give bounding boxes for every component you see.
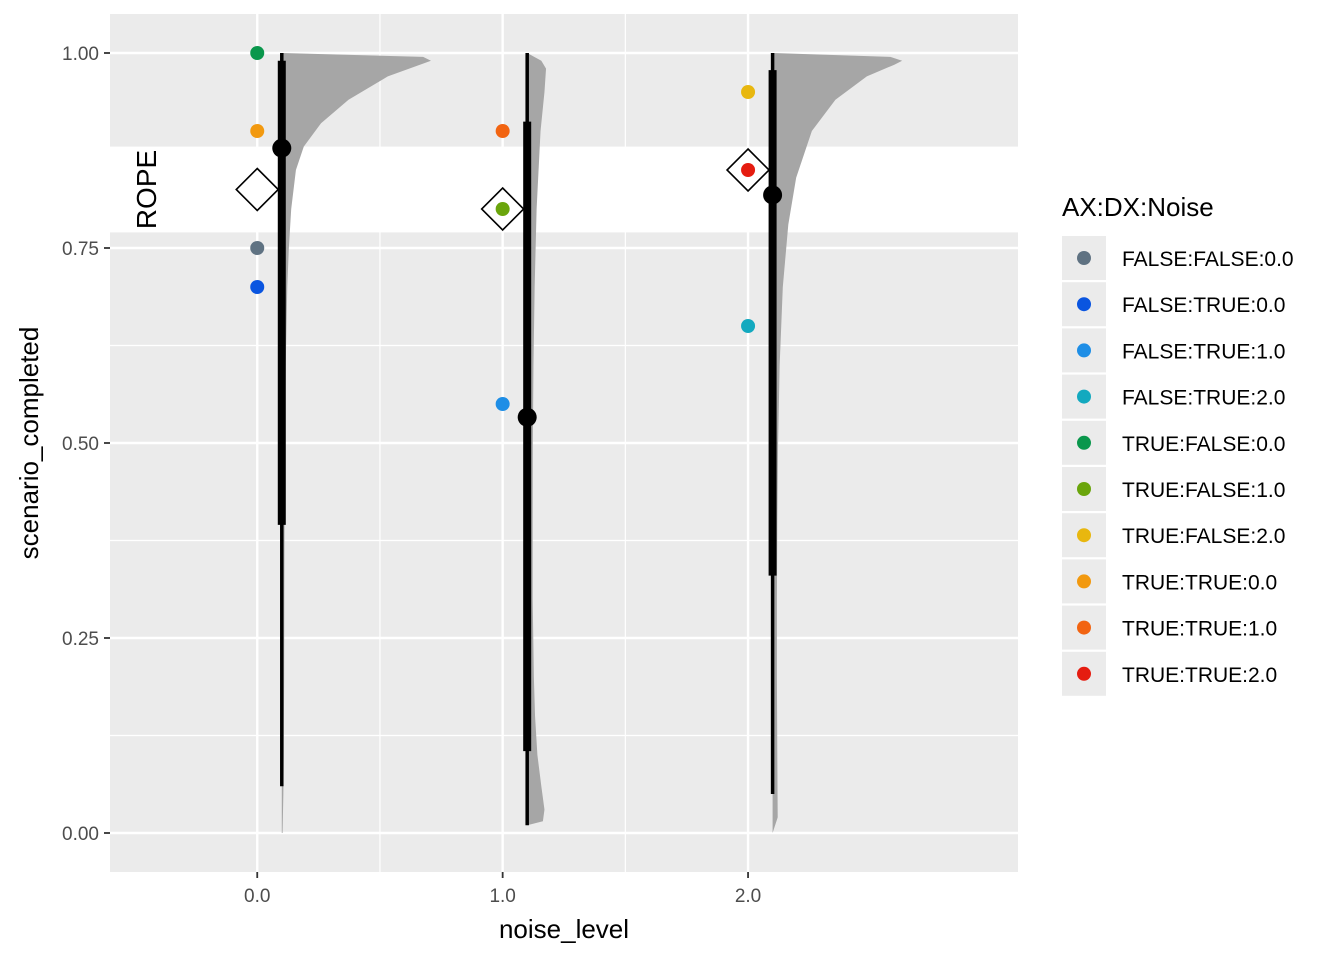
x-axis-title: noise_level bbox=[499, 914, 629, 944]
density-layer bbox=[281, 53, 903, 833]
legend-swatch bbox=[1077, 574, 1091, 589]
data-point bbox=[250, 46, 265, 60]
mean-diamond bbox=[235, 167, 280, 212]
legend-label: FALSE:TRUE:2.0 bbox=[1122, 387, 1285, 410]
data-point bbox=[741, 163, 756, 177]
density-shape bbox=[527, 53, 547, 826]
interval-layer bbox=[277, 53, 777, 826]
data-point bbox=[495, 397, 510, 411]
legend-title: AX:DX:Noise bbox=[1062, 192, 1214, 222]
y-tick-label: 0.00 bbox=[62, 824, 99, 845]
x-tick-label: 2.0 bbox=[735, 886, 761, 907]
mean-layer bbox=[235, 147, 771, 232]
data-point bbox=[250, 241, 265, 255]
mean-diamond bbox=[480, 186, 525, 232]
rope-label: ROPE bbox=[131, 150, 162, 229]
y-axis-title: scenario_completed bbox=[14, 327, 44, 560]
legend-swatch bbox=[1077, 528, 1091, 543]
legend-swatch bbox=[1077, 343, 1091, 358]
points-layer bbox=[250, 46, 756, 411]
legend: AX:DX:Noise FALSE:FALSE:0.0 FALSE:TRUE:0.… bbox=[1062, 192, 1294, 696]
density-shape bbox=[772, 53, 903, 833]
y-axis: 0.00 0.25 0.50 0.75 1.00 bbox=[62, 44, 110, 845]
data-point bbox=[495, 202, 510, 216]
data-point bbox=[741, 319, 756, 333]
x-axis: 0.0 1.0 2.0 bbox=[244, 872, 761, 907]
data-point bbox=[495, 124, 510, 138]
legend-swatch bbox=[1077, 666, 1091, 681]
posterior-median bbox=[517, 407, 537, 427]
x-tick-label: 1.0 bbox=[489, 886, 515, 907]
legend-label: TRUE:FALSE:0.0 bbox=[1122, 433, 1285, 456]
legend-label: FALSE:FALSE:0.0 bbox=[1122, 248, 1294, 271]
rope-band bbox=[110, 146, 1022, 233]
legend-label: TRUE:TRUE:0.0 bbox=[1122, 571, 1277, 594]
data-point bbox=[250, 124, 265, 138]
median-layer bbox=[272, 138, 783, 427]
legend-swatch bbox=[1077, 251, 1091, 265]
mean-diamond bbox=[725, 147, 771, 193]
legend-label: FALSE:TRUE:0.0 bbox=[1122, 294, 1285, 317]
legend-entries: FALSE:FALSE:0.0 FALSE:TRUE:0.0 FALSE:TRUE:… bbox=[1062, 236, 1294, 696]
y-tick-label: 0.50 bbox=[62, 434, 99, 455]
legend-label: FALSE:TRUE:1.0 bbox=[1122, 340, 1285, 363]
y-tick-label: 0.75 bbox=[62, 239, 99, 260]
legend-label: TRUE:FALSE:1.0 bbox=[1122, 479, 1285, 502]
legend-label: TRUE:TRUE:2.0 bbox=[1122, 664, 1277, 687]
y-tick-label: 0.25 bbox=[62, 629, 99, 650]
legend-label: TRUE:FALSE:2.0 bbox=[1122, 525, 1285, 548]
posterior-median bbox=[763, 185, 783, 205]
legend-label: TRUE:TRUE:1.0 bbox=[1122, 618, 1277, 641]
legend-swatch bbox=[1077, 435, 1091, 450]
legend-swatch bbox=[1077, 297, 1091, 312]
data-point bbox=[741, 85, 756, 99]
data-point bbox=[250, 280, 265, 294]
density-shape bbox=[281, 53, 431, 833]
legend-swatch bbox=[1077, 389, 1091, 404]
x-tick-label: 0.0 bbox=[244, 886, 270, 907]
legend-swatch bbox=[1077, 482, 1091, 496]
y-tick-label: 1.00 bbox=[62, 44, 99, 65]
legend-swatch bbox=[1077, 620, 1091, 635]
posterior-median bbox=[272, 138, 292, 158]
